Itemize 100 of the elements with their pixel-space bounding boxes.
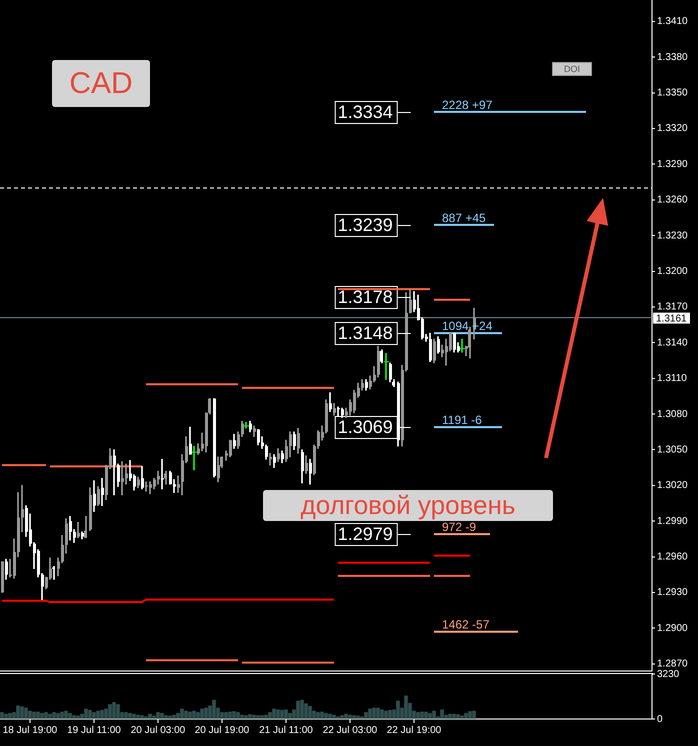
x-tick-label: 19 Jul 11:00 — [67, 724, 122, 736]
y-tick-label: 1.3230 — [657, 230, 688, 242]
bar — [336, 716, 340, 719]
bar — [328, 714, 332, 719]
series-label: 972 -9 — [442, 520, 476, 534]
y-tick-label: 1.2900 — [657, 622, 688, 634]
bar — [440, 709, 444, 719]
bar — [272, 708, 276, 719]
bar — [96, 710, 100, 719]
bar — [200, 708, 204, 719]
bar — [196, 712, 200, 719]
y-tick-label: 1.3140 — [657, 337, 688, 348]
bar — [28, 710, 32, 719]
candlestick — [125, 464, 128, 485]
bar — [180, 708, 184, 719]
bar — [72, 715, 76, 719]
y-tick-label: 1.3080 — [657, 408, 688, 420]
bar — [240, 714, 244, 719]
x-tick-label: 20 Jul 03:00 — [130, 724, 186, 736]
bar — [296, 700, 300, 719]
bar — [456, 714, 460, 719]
bar — [76, 716, 80, 719]
annotation: 1.3178 — [338, 286, 393, 307]
bar — [148, 714, 152, 719]
candlestick — [101, 478, 104, 506]
bar — [164, 715, 168, 719]
bar — [428, 712, 432, 719]
bar — [340, 715, 344, 719]
bar — [168, 716, 172, 719]
y-tick-label: 1.2960 — [657, 552, 688, 563]
bar — [284, 709, 288, 719]
candlestick — [121, 461, 124, 496]
bar — [4, 714, 8, 719]
bar — [368, 708, 372, 719]
bar — [288, 712, 292, 719]
bar — [304, 703, 308, 719]
bar — [308, 706, 312, 719]
bar — [176, 712, 180, 719]
bar — [268, 712, 272, 719]
bar — [396, 700, 400, 719]
y-tick-label: 1.3290 — [657, 158, 688, 170]
bar — [256, 715, 260, 719]
bar — [332, 714, 336, 719]
series-label: 1462 -57 — [442, 618, 490, 632]
bar — [68, 712, 72, 719]
bar — [260, 715, 264, 719]
bar — [352, 715, 356, 719]
x-tick-label: 20 Jul 19:00 — [194, 724, 250, 736]
y-tick-label: 1.3110 — [657, 373, 688, 384]
candlestick — [77, 522, 80, 538]
y-tick-label: 1.3320 — [657, 123, 688, 134]
bar — [404, 696, 408, 719]
x-tick-label: 22 Jul 19:00 — [386, 724, 442, 736]
bar — [24, 708, 28, 719]
bar — [344, 714, 348, 719]
candlestick — [113, 449, 116, 496]
bar — [172, 714, 176, 719]
y-tick-label: 1.2990 — [657, 516, 688, 527]
bar — [432, 710, 436, 719]
bar — [92, 712, 96, 719]
bar — [212, 700, 216, 719]
annotation: DOI — [552, 62, 592, 76]
bar — [472, 710, 476, 719]
bar — [364, 712, 368, 719]
bar — [152, 716, 156, 719]
y-tick-label: 1.3380 — [657, 52, 688, 63]
annotation: долговой уровень — [263, 490, 553, 521]
bar — [324, 712, 328, 719]
bar — [60, 712, 64, 719]
annotation: 1.3148 — [338, 322, 393, 343]
bar — [244, 715, 248, 719]
bar — [144, 716, 148, 719]
y-tick-label: 1.3170 — [657, 302, 688, 313]
annotation: 1.3239 — [338, 214, 393, 235]
x-tick-label: 18 Jul 19:00 — [2, 724, 58, 736]
bar — [416, 712, 420, 719]
bar — [108, 704, 112, 719]
bar — [264, 714, 268, 719]
series-label: 1191 -6 — [442, 413, 482, 428]
bar — [464, 712, 468, 719]
bar — [160, 712, 164, 719]
bar — [348, 714, 352, 719]
bar — [16, 706, 20, 719]
series-label: 887 +45 — [442, 210, 486, 225]
bar — [468, 711, 472, 719]
bar — [236, 712, 240, 719]
y-tick-label: 1.3050 — [657, 444, 688, 456]
bar — [88, 710, 92, 719]
text: CAD — [52, 60, 150, 107]
y-tick-label: 1.3260 — [657, 194, 688, 206]
y-tick-label: 1.2930 — [657, 587, 688, 598]
x-tick-label: 21 Jul 11:00 — [259, 724, 314, 736]
bar — [32, 712, 36, 719]
y-tick-label: 3230 — [657, 668, 680, 680]
bar — [84, 708, 88, 719]
annotation: 1.2979 — [338, 524, 393, 544]
bar — [184, 710, 188, 719]
annotation: 1.3069 — [338, 416, 393, 437]
ref-line-label: 1.3161 — [656, 313, 688, 324]
bar — [140, 715, 144, 719]
